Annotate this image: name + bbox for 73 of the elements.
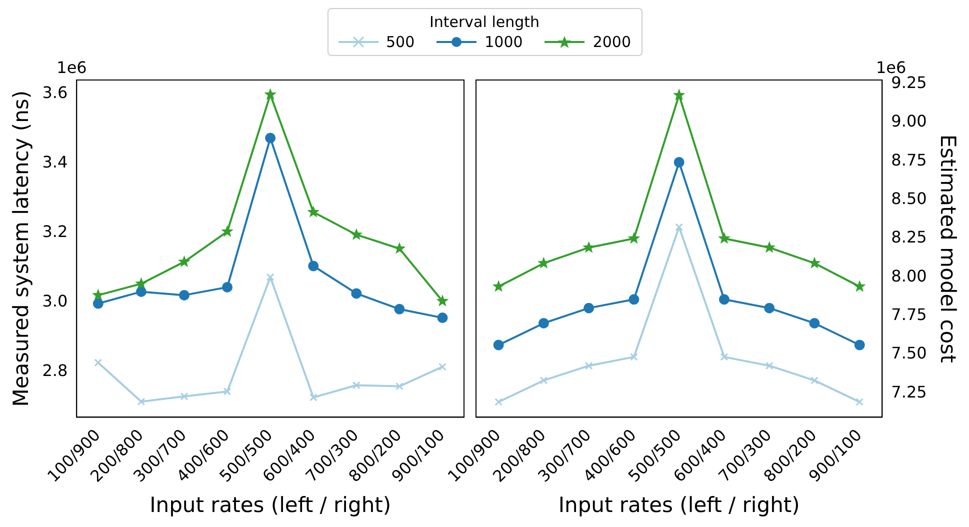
point xyxy=(438,362,446,371)
y-axis-title: Measured system latency (ns) xyxy=(9,90,34,407)
point xyxy=(810,376,818,384)
point xyxy=(628,294,640,305)
point xyxy=(492,280,505,292)
x-axis-title: Input rates (left / right) xyxy=(150,492,392,517)
point xyxy=(672,88,686,100)
point xyxy=(809,318,820,328)
point xyxy=(92,298,104,309)
y2-tick-label: 8.50 xyxy=(891,188,927,208)
point xyxy=(853,280,866,292)
point xyxy=(584,302,594,314)
point xyxy=(584,362,593,370)
point xyxy=(628,232,640,244)
point xyxy=(137,398,146,406)
point xyxy=(180,392,188,400)
point xyxy=(854,340,865,350)
point xyxy=(674,157,684,168)
y-tick-label: 3.6 xyxy=(42,83,68,102)
point xyxy=(266,273,274,282)
y2-tick-label: 7.50 xyxy=(891,344,927,363)
y2-tick-label: 8.00 xyxy=(891,266,927,286)
point xyxy=(265,132,276,144)
point xyxy=(136,286,146,297)
point xyxy=(178,290,190,300)
y2-tick-label: 9.00 xyxy=(891,112,927,131)
point xyxy=(352,381,360,390)
legend-title: Interval length xyxy=(428,13,540,31)
point xyxy=(223,388,232,396)
point xyxy=(222,282,233,292)
point xyxy=(675,223,684,231)
point xyxy=(178,255,190,268)
y-tick-label: 3.2 xyxy=(42,222,68,242)
point xyxy=(538,256,550,268)
legend-label: 500 xyxy=(386,33,415,51)
point xyxy=(718,232,730,244)
point xyxy=(765,362,774,370)
y-tick-label: 3.0 xyxy=(42,292,68,311)
point xyxy=(135,277,148,289)
point xyxy=(308,260,319,272)
point xyxy=(436,294,449,306)
y2-tick-label: 8.25 xyxy=(891,228,927,247)
y-tick-label: 2.8 xyxy=(42,361,68,380)
point xyxy=(309,393,318,402)
point xyxy=(394,304,405,314)
y-tick-label: 3.4 xyxy=(42,152,68,172)
point xyxy=(396,382,404,390)
y2-tick-label: 7.75 xyxy=(891,304,927,324)
point xyxy=(437,312,448,324)
point xyxy=(763,241,776,253)
point xyxy=(307,206,320,218)
point xyxy=(494,398,502,406)
point xyxy=(351,288,362,299)
point xyxy=(221,225,234,237)
point xyxy=(350,228,363,240)
point xyxy=(264,88,277,100)
y2-tick-label: 8.75 xyxy=(891,150,927,170)
point xyxy=(493,340,504,350)
point xyxy=(582,241,596,253)
point xyxy=(718,294,730,305)
point xyxy=(764,302,775,314)
point xyxy=(856,398,864,406)
point xyxy=(630,352,638,361)
y2-tick-label: 7.25 xyxy=(891,382,927,402)
point xyxy=(94,358,102,367)
x-axis-title: Input rates (left / right) xyxy=(558,492,800,517)
point xyxy=(540,376,548,384)
point xyxy=(720,352,728,361)
text: 1e6 xyxy=(56,58,87,78)
legend-label: 1000 xyxy=(484,33,523,51)
y2-axis-title: Estimated model cost xyxy=(936,134,960,363)
legend-label: 2000 xyxy=(592,33,632,51)
point xyxy=(538,318,549,328)
